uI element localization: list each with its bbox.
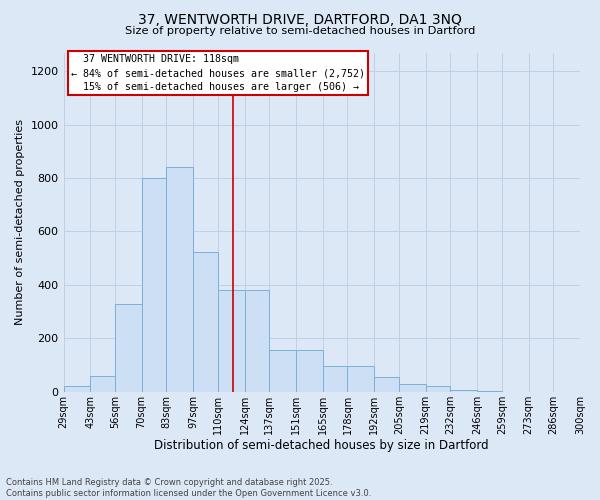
- Bar: [347, 366, 374, 392]
- Bar: [245, 290, 269, 392]
- Bar: [269, 350, 296, 392]
- Bar: [296, 350, 323, 392]
- Bar: [477, 391, 502, 392]
- Bar: [64, 386, 90, 392]
- Bar: [142, 178, 166, 392]
- Bar: [399, 384, 425, 392]
- Bar: [451, 390, 477, 392]
- Text: 37, WENTWORTH DRIVE, DARTFORD, DA1 3NQ: 37, WENTWORTH DRIVE, DARTFORD, DA1 3NQ: [138, 12, 462, 26]
- Bar: [425, 386, 451, 392]
- Bar: [218, 290, 245, 392]
- Bar: [193, 252, 218, 392]
- Bar: [374, 377, 399, 392]
- Bar: [90, 376, 115, 392]
- Text: 37 WENTWORTH DRIVE: 118sqm
← 84% of semi-detached houses are smaller (2,752)
  1: 37 WENTWORTH DRIVE: 118sqm ← 84% of semi…: [71, 54, 365, 92]
- Text: Contains HM Land Registry data © Crown copyright and database right 2025.
Contai: Contains HM Land Registry data © Crown c…: [6, 478, 371, 498]
- Bar: [323, 366, 347, 392]
- Bar: [115, 304, 142, 392]
- Y-axis label: Number of semi-detached properties: Number of semi-detached properties: [15, 119, 25, 325]
- X-axis label: Distribution of semi-detached houses by size in Dartford: Distribution of semi-detached houses by …: [154, 440, 489, 452]
- Text: Size of property relative to semi-detached houses in Dartford: Size of property relative to semi-detach…: [125, 26, 475, 36]
- Bar: [166, 168, 193, 392]
